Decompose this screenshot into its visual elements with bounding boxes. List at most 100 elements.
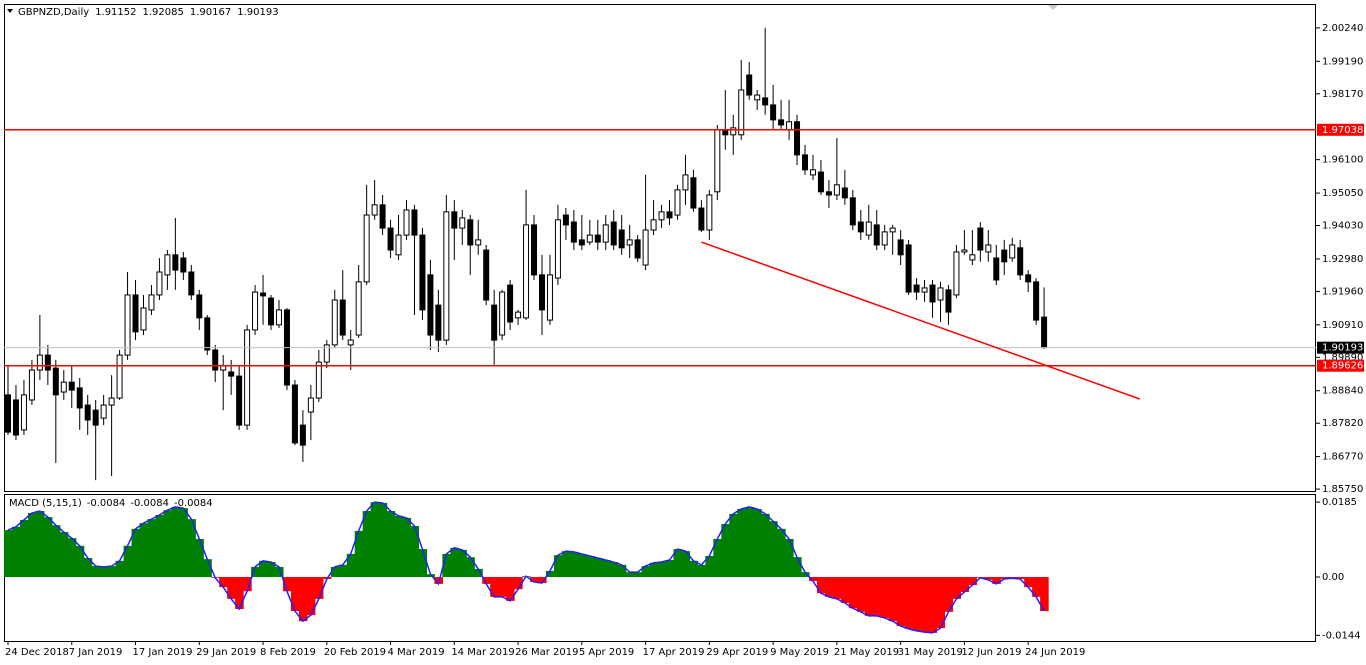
macd-bar xyxy=(163,510,172,578)
candle-body xyxy=(1001,249,1008,263)
candle-body xyxy=(562,214,569,226)
symbol-title: GBPNZD,Daily xyxy=(18,7,89,18)
candle-body xyxy=(419,234,426,311)
macd-bar xyxy=(816,577,826,594)
macd-bar xyxy=(912,577,922,631)
macd-bar xyxy=(179,508,188,578)
macd-bar xyxy=(761,513,770,578)
shift-marker xyxy=(1048,5,1058,10)
candle-body xyxy=(690,177,697,209)
candle-body xyxy=(937,287,944,301)
candle-body xyxy=(722,129,729,136)
level-box xyxy=(1317,123,1364,136)
macd-bar xyxy=(338,564,348,578)
candle-body xyxy=(172,254,179,271)
candle-body xyxy=(76,387,83,409)
macd-bar xyxy=(832,577,842,599)
macd-bar xyxy=(960,577,969,592)
macd-bar xyxy=(992,577,1001,584)
candle-body xyxy=(260,292,267,297)
candle-body xyxy=(467,219,474,246)
candle-body xyxy=(786,121,793,131)
current-price-label: 1.90193 xyxy=(1322,343,1363,354)
candle-body xyxy=(570,221,577,243)
y-tick-label: 0.0185 xyxy=(1322,497,1357,508)
macd-bar xyxy=(538,577,547,584)
macd-bar xyxy=(290,577,300,612)
candle-body xyxy=(817,171,824,193)
candle-body xyxy=(164,254,171,276)
macd-bar xyxy=(330,566,340,578)
macd-layer: MACD (5,15,1) -0.0084 -0.0084 -0.0084 xyxy=(4,498,1049,634)
candle-body xyxy=(427,274,434,336)
candle-body xyxy=(778,119,785,126)
macd-bar xyxy=(267,562,276,578)
macd-bar xyxy=(641,566,651,578)
macd-bar xyxy=(147,519,157,578)
candle-body xyxy=(28,369,35,401)
candle-body xyxy=(132,294,139,333)
candle-body xyxy=(746,74,753,96)
macd-bar xyxy=(131,528,141,578)
macd-bar xyxy=(625,572,635,578)
ohlc-close: 1.90193 xyxy=(237,7,278,18)
macd-bar xyxy=(888,577,898,622)
candle-body xyxy=(228,371,235,377)
menu-arrow[interactable] xyxy=(7,9,13,13)
macd-bar xyxy=(1016,577,1025,580)
x-tick-label: 7 Jan 2019 xyxy=(69,647,123,658)
macd-bar xyxy=(785,538,794,578)
candle-body xyxy=(180,257,187,273)
macd-bar xyxy=(83,557,93,578)
candle-body xyxy=(20,394,27,431)
candle-body xyxy=(451,211,458,229)
y-tick-label: 1.88840 xyxy=(1322,386,1363,397)
candle-body xyxy=(953,251,960,296)
y-tick-label: 0.00 xyxy=(1322,572,1344,583)
candle-body xyxy=(1041,316,1048,349)
macd-bar xyxy=(753,508,762,578)
macd-bar xyxy=(498,577,507,597)
macd-bar xyxy=(4,530,13,578)
y-tick-label: 2.00240 xyxy=(1322,23,1363,34)
candle-body xyxy=(12,399,19,436)
macd-bar xyxy=(282,577,292,592)
macd-bar xyxy=(904,577,914,629)
macd-bar xyxy=(585,555,595,578)
price-layer: GBPNZD,Daily 1.91152 1.92085 1.90167 1.90193 xyxy=(4,7,1316,481)
candle-body xyxy=(307,397,314,413)
candle-body xyxy=(754,94,761,101)
candle-body xyxy=(666,211,673,219)
macd-bar xyxy=(155,515,165,578)
candle-body xyxy=(921,287,928,293)
candle-body xyxy=(642,229,649,266)
candle-body xyxy=(881,231,888,246)
macd-bar xyxy=(115,560,125,578)
candle-body xyxy=(60,381,67,393)
macd-bar xyxy=(187,519,196,578)
candle-body xyxy=(68,381,75,391)
candle-body xyxy=(578,239,585,246)
macd-bar xyxy=(633,572,643,578)
macd-bar xyxy=(577,553,587,578)
macd-bar xyxy=(745,506,754,578)
candle-body xyxy=(92,409,99,426)
macd-bar xyxy=(482,577,491,584)
current-price-box xyxy=(1317,341,1364,354)
candle-body xyxy=(802,154,808,171)
candle-body xyxy=(379,204,386,229)
macd-bar xyxy=(67,538,77,578)
macd-bar xyxy=(617,564,627,578)
candle-body xyxy=(371,204,378,216)
macd-bar xyxy=(227,577,236,599)
candle-body xyxy=(586,234,593,243)
macd-bar xyxy=(689,560,699,578)
macd-bar xyxy=(362,511,372,578)
candle-body xyxy=(833,184,840,196)
candle-body xyxy=(825,191,832,196)
candle-body xyxy=(403,209,410,236)
macd-bar xyxy=(506,577,515,601)
macd-bar xyxy=(474,568,483,578)
candle-body xyxy=(809,169,816,176)
x-tick-label: 14 Mar 2019 xyxy=(451,647,514,658)
